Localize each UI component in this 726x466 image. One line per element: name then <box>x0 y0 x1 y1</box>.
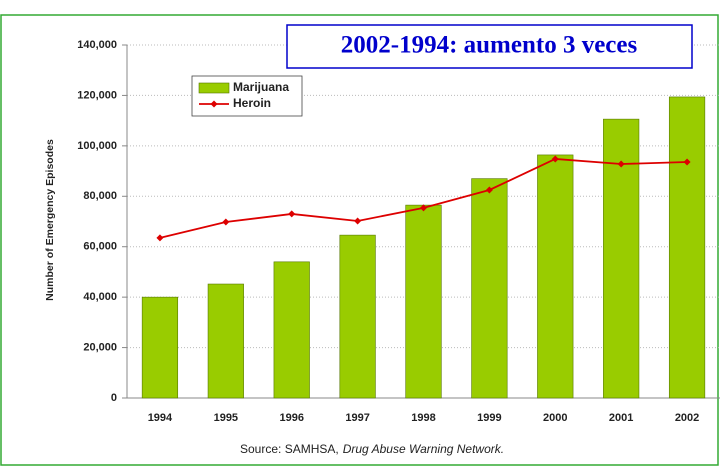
x-tick-label: 1997 <box>345 412 369 424</box>
y-tick-label: 140,000 <box>77 39 117 51</box>
legend-point <box>210 100 218 108</box>
x-tick-label: 1999 <box>477 412 501 424</box>
source: Source: SAMHSA, Drug Abuse Warning Networ… <box>240 442 504 456</box>
bar <box>339 234 376 399</box>
bar <box>471 178 508 399</box>
legend-swatch <box>198 82 230 94</box>
point <box>485 186 493 194</box>
legend-label: Heroin <box>233 96 271 110</box>
bar <box>537 154 574 399</box>
x-tick-label: 1996 <box>279 412 303 424</box>
annotation-box <box>286 24 693 69</box>
y-axis-label: Number of Emergency Episodes <box>44 139 56 301</box>
bar <box>668 96 706 399</box>
annotation: 2002-1994: aumento 3 veces <box>341 32 638 59</box>
y-tick-label: 20,000 <box>83 341 117 353</box>
y-tick-label: 100,000 <box>77 140 117 152</box>
source-title: Drug Abuse Warning Network. <box>343 442 504 456</box>
x-tick-label: 1994 <box>148 412 173 424</box>
x-tick-label: 1995 <box>214 412 238 424</box>
x-tick-label: 1998 <box>411 412 435 424</box>
point <box>288 210 296 218</box>
point <box>683 158 691 166</box>
legend-label: Marijuana <box>233 80 289 94</box>
bar <box>273 261 310 399</box>
x-tick-label: 2000 <box>543 412 567 424</box>
point <box>420 204 427 212</box>
y-tick-label: 60,000 <box>83 241 117 253</box>
x-tick-label: 2001 <box>609 412 633 424</box>
y-tick-label: 80,000 <box>83 190 117 202</box>
bar <box>207 283 244 399</box>
point <box>156 234 164 242</box>
y-tick-label: 40,000 <box>83 291 117 303</box>
point <box>354 217 362 225</box>
source-prefix: Source: SAMHSA, <box>240 442 339 456</box>
y-tick-label: 120,000 <box>77 89 117 101</box>
legend-box <box>191 75 303 117</box>
point <box>222 218 230 226</box>
bar <box>405 204 442 399</box>
bar <box>141 296 179 399</box>
point <box>551 155 559 163</box>
x-tick-label: 2002 <box>675 412 699 424</box>
y-tick-label: 0 <box>111 392 117 404</box>
point <box>617 160 625 168</box>
